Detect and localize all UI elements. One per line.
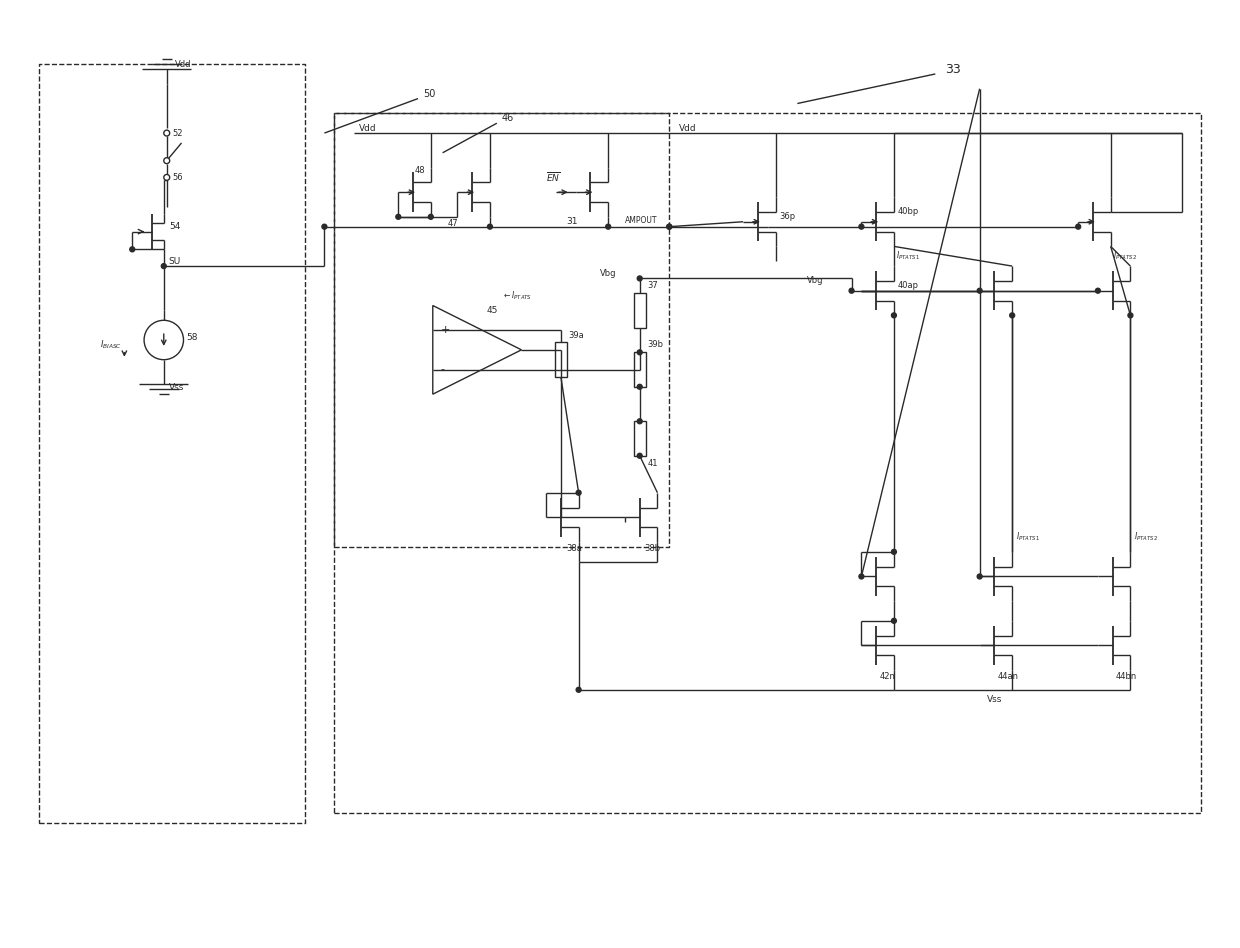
- Text: $I_{PTATS1}$: $I_{PTATS1}$: [1016, 531, 1040, 543]
- Circle shape: [144, 320, 184, 359]
- Text: 39b: 39b: [647, 340, 663, 350]
- Bar: [634, 421, 646, 456]
- Text: $I_{PTATS1}$: $I_{PTATS1}$: [895, 250, 920, 263]
- Text: 50: 50: [423, 89, 435, 99]
- Text: 46: 46: [502, 114, 515, 123]
- Text: Vdd: Vdd: [680, 123, 697, 133]
- Circle shape: [1009, 313, 1014, 318]
- Text: Vbg: Vbg: [807, 277, 823, 285]
- Text: 48: 48: [415, 166, 425, 175]
- Circle shape: [977, 288, 982, 293]
- Text: 39a: 39a: [569, 331, 584, 339]
- Text: 38b: 38b: [645, 544, 661, 554]
- Circle shape: [667, 225, 672, 229]
- Text: +: +: [440, 325, 450, 336]
- Text: 42n: 42n: [879, 672, 895, 682]
- Text: $I_{PTATS2}$: $I_{PTATS2}$: [1135, 531, 1158, 543]
- Circle shape: [1076, 225, 1080, 229]
- Circle shape: [577, 490, 582, 495]
- Circle shape: [396, 214, 401, 219]
- Circle shape: [164, 157, 170, 164]
- Circle shape: [637, 350, 642, 355]
- Text: $I_{PTATS2}$: $I_{PTATS2}$: [1112, 250, 1137, 263]
- Text: 31: 31: [565, 217, 578, 227]
- Circle shape: [859, 225, 864, 229]
- Bar: [634, 293, 646, 328]
- Text: $\leftarrow I_{PTATS}$: $\leftarrow I_{PTATS}$: [502, 289, 532, 301]
- Circle shape: [164, 130, 170, 136]
- Text: 44an: 44an: [997, 672, 1018, 682]
- Text: $I_{BIASC}$: $I_{BIASC}$: [99, 338, 122, 351]
- Text: 33: 33: [945, 63, 961, 76]
- Circle shape: [605, 225, 610, 229]
- Circle shape: [637, 384, 642, 390]
- Circle shape: [892, 618, 897, 623]
- Circle shape: [428, 214, 433, 219]
- Bar: [634, 353, 646, 387]
- Circle shape: [667, 225, 672, 229]
- Text: 37: 37: [647, 282, 658, 290]
- Text: SU: SU: [169, 257, 181, 265]
- Circle shape: [859, 574, 864, 579]
- Bar: [556, 342, 567, 377]
- Text: $\overline{EN}$: $\overline{EN}$: [546, 171, 560, 184]
- Circle shape: [130, 246, 135, 252]
- Text: AMPOUT: AMPOUT: [625, 216, 657, 226]
- Text: 56: 56: [172, 173, 184, 182]
- Text: Vss: Vss: [987, 695, 1002, 704]
- Circle shape: [322, 225, 327, 229]
- Circle shape: [849, 288, 854, 293]
- Text: 36p: 36p: [780, 212, 796, 221]
- Circle shape: [977, 574, 982, 579]
- Text: 58: 58: [186, 333, 198, 341]
- Circle shape: [577, 687, 582, 692]
- Circle shape: [892, 550, 897, 555]
- Text: 44bn: 44bn: [1116, 672, 1137, 682]
- Circle shape: [637, 419, 642, 424]
- Text: Vdd: Vdd: [358, 123, 377, 133]
- Text: 40ap: 40ap: [898, 282, 919, 290]
- Text: Vss: Vss: [169, 383, 184, 392]
- Text: 47: 47: [448, 219, 459, 228]
- Circle shape: [892, 313, 897, 318]
- Circle shape: [487, 225, 492, 229]
- Text: 54: 54: [170, 222, 181, 231]
- Text: 52: 52: [172, 129, 184, 137]
- Circle shape: [161, 264, 166, 268]
- Text: 41: 41: [647, 459, 658, 467]
- Circle shape: [637, 276, 642, 281]
- Circle shape: [637, 453, 642, 458]
- Text: Vbg: Vbg: [600, 269, 616, 278]
- Text: Vdd: Vdd: [175, 60, 191, 68]
- Circle shape: [1128, 313, 1133, 318]
- Text: 40bp: 40bp: [898, 208, 919, 216]
- Circle shape: [1095, 288, 1100, 293]
- Text: 38a: 38a: [565, 544, 582, 554]
- Text: 45: 45: [487, 306, 498, 315]
- Text: -: -: [440, 365, 445, 374]
- Circle shape: [164, 174, 170, 180]
